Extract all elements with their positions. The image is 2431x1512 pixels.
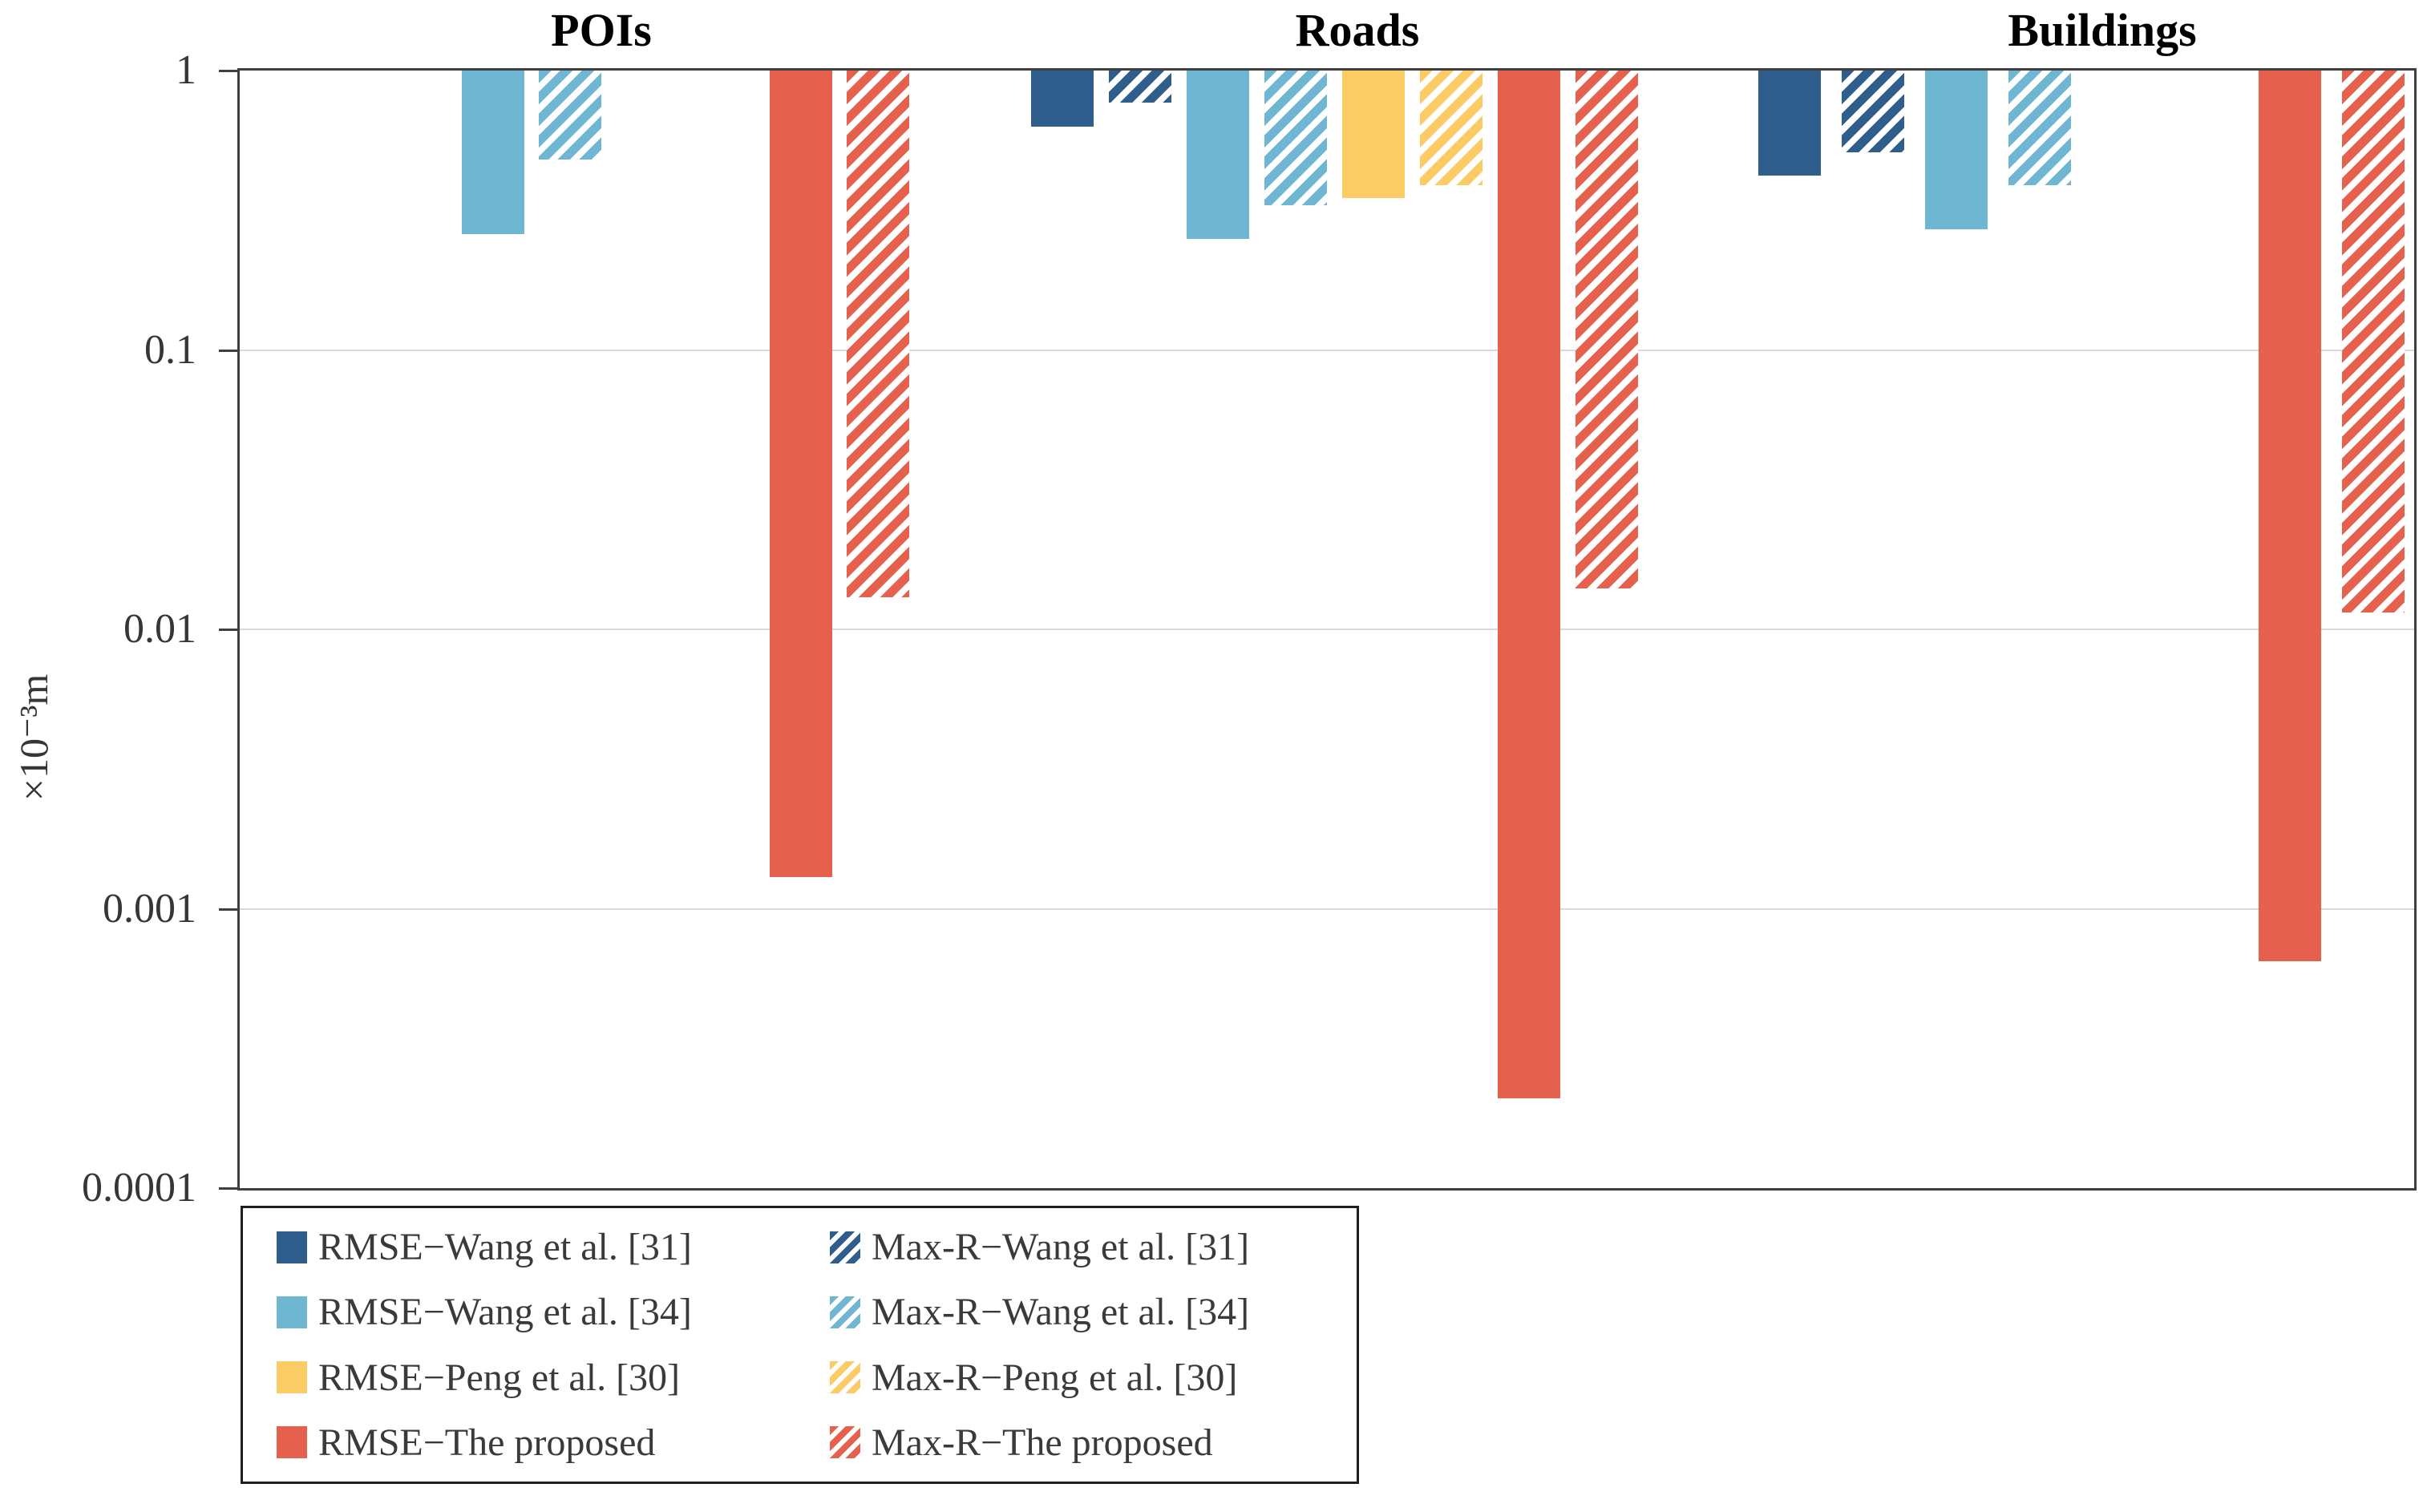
legend-item-max-r-wang-et-al-34: Max-R−Wang et al. [34] <box>830 1280 1349 1344</box>
legend-item-rmse-wang-et-al-31: RMSE−Wang et al. [31] <box>277 1215 830 1280</box>
bar-pois-rmse-wang-et-al-34 <box>462 71 524 234</box>
legend-item-rmse-wang-et-al-34: RMSE−Wang et al. [34] <box>277 1280 830 1344</box>
y-tick-label-0.1: 0.1 <box>144 326 196 373</box>
y-tick-label-1: 1 <box>176 47 196 93</box>
y-tick-label-0.0001: 0.0001 <box>82 1165 196 1211</box>
legend-item-rmse-peng-et-al-30: RMSE−Peng et al. [30] <box>277 1345 830 1410</box>
group-title-buildings: Buildings <box>2008 4 2197 56</box>
legend-label-rmse-wang-et-al-31: RMSE−Wang et al. [31] <box>318 1226 692 1269</box>
bar-buildings-max-r-wang-et-al-31 <box>1842 71 1904 152</box>
bar-roads-rmse-peng-et-al-30 <box>1342 71 1405 198</box>
bar-roads-rmse-wang-et-al-34 <box>1187 71 1249 239</box>
y-tick-mark-0.0001 <box>219 1187 238 1190</box>
legend-label-max-r-wang-et-al-34: Max-R−Wang et al. [34] <box>872 1291 1250 1334</box>
y-tick-label-0.01: 0.01 <box>123 606 196 652</box>
y-tick-mark-0.001 <box>219 908 238 911</box>
bar-pois-max-r-wang-et-al-34 <box>539 71 601 160</box>
bar-buildings-rmse-wang-et-al-34 <box>1925 71 1988 230</box>
legend-swatch-max-r-peng-et-al-30 <box>830 1361 860 1394</box>
legend-item-max-r-wang-et-al-31: Max-R−Wang et al. [31] <box>830 1215 1349 1280</box>
legend-label-rmse-wang-et-al-34: RMSE−Wang et al. [34] <box>318 1291 692 1334</box>
bar-roads-rmse-the-proposed <box>1498 71 1560 1098</box>
legend-swatch-max-r-wang-et-al-34 <box>830 1296 860 1328</box>
legend-swatch-max-r-wang-et-al-31 <box>830 1231 860 1263</box>
legend-box: RMSE−Wang et al. [31] RMSE−Wang et al. [3… <box>241 1206 1359 1484</box>
bar-pois-max-r-the-proposed <box>847 71 909 598</box>
bar-buildings-rmse-wang-et-al-31 <box>1758 71 1821 176</box>
legend-swatch-max-r-the-proposed <box>830 1426 860 1459</box>
legend-swatch-rmse-wang-et-al-34 <box>277 1296 307 1328</box>
bar-roads-rmse-wang-et-al-31 <box>1031 71 1094 127</box>
bar-buildings-max-r-wang-et-al-34 <box>2008 71 2071 185</box>
legend-label-max-r-wang-et-al-31: Max-R−Wang et al. [31] <box>872 1226 1250 1269</box>
group-title-roads: Roads <box>1295 4 1420 56</box>
legend-label-max-r-peng-et-al-30: Max-R−Peng et al. [30] <box>872 1356 1238 1399</box>
bar-roads-max-r-peng-et-al-30 <box>1420 71 1482 185</box>
bar-buildings-rmse-the-proposed <box>2259 71 2321 961</box>
group-title-pois: POIs <box>551 4 652 56</box>
legend-swatch-rmse-peng-et-al-30 <box>277 1361 307 1394</box>
legend-item-max-r-peng-et-al-30: Max-R−Peng et al. [30] <box>830 1345 1349 1410</box>
gridline-0.01 <box>240 629 2414 630</box>
y-tick-mark-0.1 <box>219 349 238 352</box>
y-tick-mark-0.01 <box>219 629 238 631</box>
legend-label-max-r-the-proposed: Max-R−The proposed <box>872 1421 1213 1464</box>
legend-label-rmse-the-proposed: RMSE−The proposed <box>318 1421 656 1464</box>
gridline-0.1 <box>240 349 2414 351</box>
bar-roads-max-r-wang-et-al-34 <box>1264 71 1327 205</box>
legend-item-max-r-the-proposed: Max-R−The proposed <box>830 1410 1349 1475</box>
bar-roads-max-r-the-proposed <box>1575 71 1638 589</box>
bar-roads-max-r-wang-et-al-31 <box>1109 71 1171 103</box>
bar-buildings-max-r-the-proposed <box>2342 71 2405 612</box>
bar-pois-rmse-the-proposed <box>770 71 832 877</box>
legend-swatch-rmse-the-proposed <box>277 1426 307 1459</box>
y-tick-mark-1 <box>219 70 238 72</box>
legend-item-rmse-the-proposed: RMSE−The proposed <box>277 1410 830 1475</box>
gridline-0.001 <box>240 908 2414 910</box>
legend-label-rmse-peng-et-al-30: RMSE−Peng et al. [30] <box>318 1356 681 1399</box>
legend-swatch-rmse-wang-et-al-31 <box>277 1231 307 1263</box>
y-tick-label-0.001: 0.001 <box>103 885 196 932</box>
